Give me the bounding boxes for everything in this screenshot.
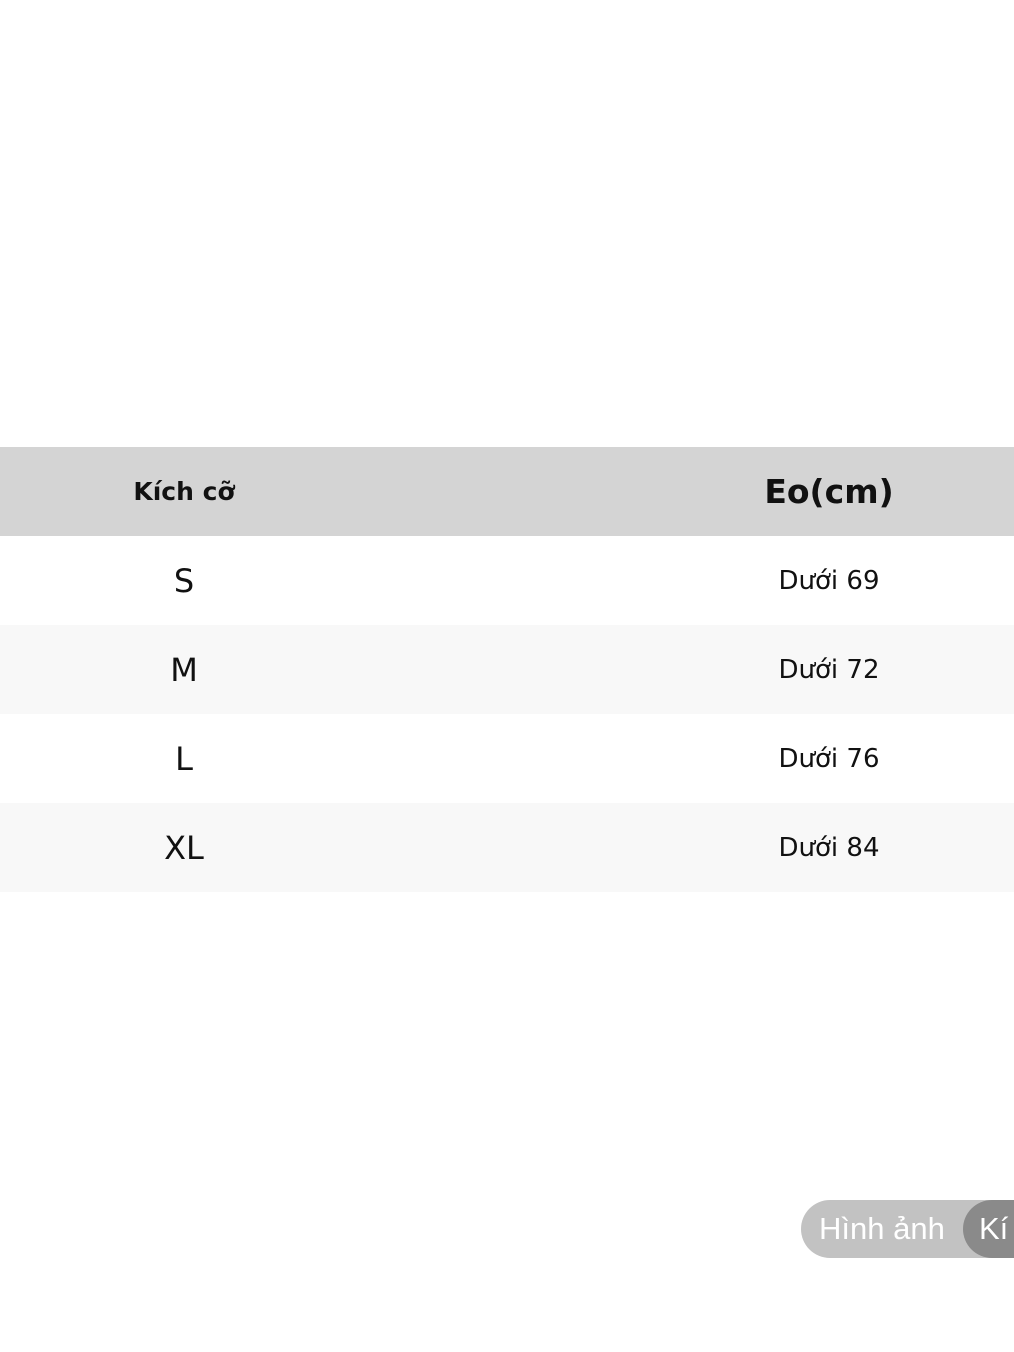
size-cell: S <box>173 561 195 600</box>
table-row: M Dưới 72 <box>0 625 1014 714</box>
table-row: L Dưới 76 <box>0 714 1014 803</box>
tab-size[interactable]: Kí <box>963 1200 1014 1258</box>
size-chart-table: Kích cỡ Eo(cm) S Dưới 69 M Dưới 72 L Dướ… <box>0 447 1014 892</box>
size-cell: M <box>170 650 198 689</box>
table-row: S Dưới 69 <box>0 536 1014 625</box>
waist-cell: Dưới 72 <box>778 654 880 685</box>
size-cell: XL <box>164 828 204 867</box>
table-header: Kích cỡ Eo(cm) <box>0 447 1014 536</box>
table-row: XL Dưới 84 <box>0 803 1014 892</box>
header-size: Kích cỡ <box>133 477 235 506</box>
size-cell: L <box>175 739 193 778</box>
waist-cell: Dưới 76 <box>778 743 880 774</box>
waist-cell: Dưới 84 <box>778 832 880 863</box>
tab-images[interactable]: Hình ảnh <box>819 1211 945 1246</box>
waist-cell: Dưới 69 <box>778 565 880 596</box>
header-waist: Eo(cm) <box>764 472 894 511</box>
media-tab-switcher: Hình ảnh Kí <box>801 1200 1014 1258</box>
